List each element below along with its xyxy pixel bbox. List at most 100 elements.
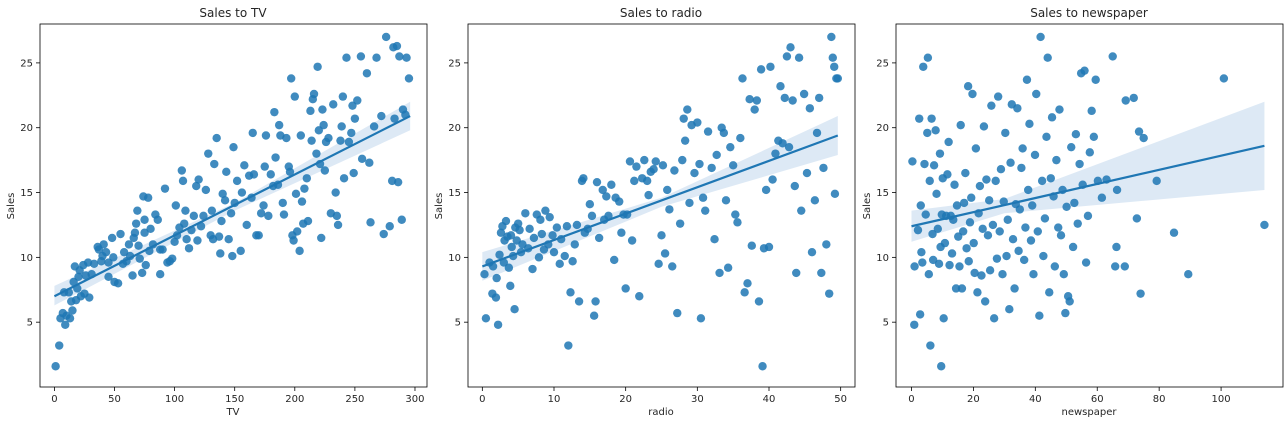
data-point [786, 43, 795, 52]
data-point [365, 158, 374, 167]
data-point [107, 233, 117, 243]
data-point [513, 219, 523, 228]
data-point [566, 288, 575, 297]
data-point [392, 41, 402, 51]
data-point [564, 341, 573, 350]
data-point [627, 236, 637, 245]
data-point [683, 105, 692, 114]
data-point [528, 264, 537, 274]
data-point [240, 161, 249, 170]
x-tick-label: 0 [479, 394, 485, 405]
data-point [610, 255, 619, 265]
data-point [541, 206, 550, 215]
data-point [506, 281, 515, 291]
data-point [1023, 185, 1033, 195]
data-point [985, 266, 995, 275]
data-point [135, 254, 144, 263]
data-point [570, 240, 579, 249]
data-point [324, 133, 333, 143]
data-point [812, 128, 822, 138]
data-point [1021, 223, 1030, 232]
data-point [184, 244, 194, 253]
data-point [630, 176, 639, 186]
data-point [784, 142, 794, 152]
data-point [333, 220, 343, 230]
data-point [507, 242, 516, 252]
x-tick-label: 300 [405, 394, 424, 405]
data-point [768, 175, 777, 184]
regression-line [53, 115, 411, 298]
data-point [562, 222, 572, 231]
data-point [1042, 132, 1051, 141]
data-point [146, 224, 155, 234]
data-point [602, 192, 611, 201]
data-point [1134, 127, 1144, 136]
data-point [663, 185, 672, 195]
x-tick-label: 100 [165, 394, 184, 405]
data-point [320, 166, 330, 175]
data-point [356, 52, 366, 61]
data-point [349, 168, 358, 178]
data-point [833, 74, 842, 83]
data-point [954, 232, 963, 241]
data-point [128, 271, 137, 280]
y-tick-label: 25 [20, 58, 33, 69]
data-point [329, 100, 338, 109]
data-point [640, 155, 649, 165]
data-point [402, 53, 411, 62]
data-point [701, 206, 710, 215]
data-point [1055, 105, 1064, 114]
data-point [344, 137, 354, 147]
data-point [104, 272, 113, 282]
data-point [1035, 311, 1044, 320]
data-point [932, 189, 941, 199]
data-point [1026, 236, 1036, 245]
data-point [248, 128, 257, 138]
data-point [924, 270, 934, 279]
data-point [1006, 158, 1015, 167]
data-point [397, 215, 406, 224]
x-tick-label: 250 [345, 394, 364, 405]
data-point [307, 136, 316, 145]
data-point [973, 288, 982, 297]
plot-frame [895, 23, 1284, 388]
data-point [393, 177, 403, 187]
data-point [771, 149, 780, 158]
data-point [274, 120, 284, 130]
data-point [915, 114, 924, 123]
data-point [745, 94, 754, 104]
data-point [254, 231, 263, 240]
data-point [780, 93, 789, 103]
data-point [995, 227, 1004, 236]
data-point [260, 162, 269, 171]
data-point [952, 201, 962, 210]
data-point [975, 181, 985, 191]
data-point [515, 225, 524, 235]
data-point [395, 52, 404, 61]
x-tick-label: 0 [908, 394, 914, 405]
data-point [673, 308, 682, 318]
confidence-band [482, 116, 838, 281]
data-point [658, 161, 668, 170]
data-point [719, 128, 729, 138]
data-point [222, 167, 231, 176]
data-point [1080, 66, 1089, 75]
data-point [1032, 89, 1041, 99]
data-point [319, 120, 328, 130]
data-point [568, 257, 577, 266]
data-point [480, 270, 489, 279]
x-tick-label: 20 [619, 394, 632, 405]
data-point [998, 270, 1007, 279]
data-point [764, 242, 774, 252]
data-point [675, 219, 685, 228]
data-point [1054, 223, 1063, 232]
data-point [309, 89, 319, 99]
data-point [495, 250, 504, 259]
data-point [537, 229, 547, 239]
chart-panel-tv: Sales to TV TV Sales 0 50 100 150 200 250 300 5… [6, 6, 428, 418]
data-point [1067, 142, 1076, 152]
data-point [937, 362, 946, 371]
data-point [510, 305, 519, 314]
x-tick-label: 10 [548, 394, 561, 405]
data-point [1029, 270, 1038, 279]
